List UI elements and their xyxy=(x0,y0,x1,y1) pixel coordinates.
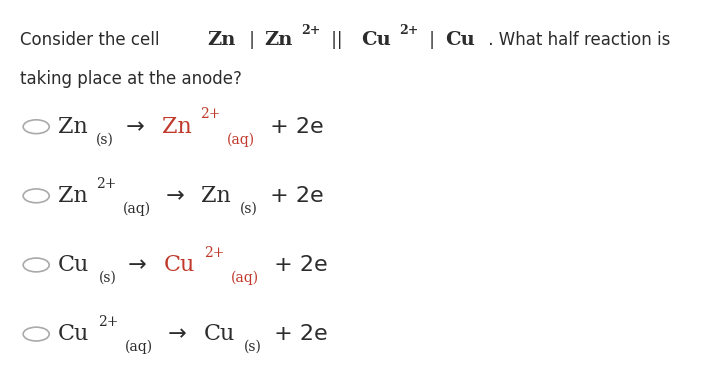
Text: + 2e: + 2e xyxy=(263,186,324,206)
Text: |: | xyxy=(424,31,440,49)
Text: . What half reaction is: . What half reaction is xyxy=(484,31,671,49)
Text: 2+: 2+ xyxy=(301,24,321,37)
Text: 2+: 2+ xyxy=(98,315,119,329)
Text: (s): (s) xyxy=(96,132,114,146)
Text: →: → xyxy=(119,117,152,137)
Text: Cu: Cu xyxy=(58,254,89,276)
Text: (aq): (aq) xyxy=(231,270,258,285)
Text: (aq): (aq) xyxy=(125,339,153,354)
Text: Cu: Cu xyxy=(445,31,475,49)
Text: taking place at the anode?: taking place at the anode? xyxy=(20,70,242,88)
Text: 2+: 2+ xyxy=(200,108,221,121)
Text: |: | xyxy=(244,31,260,49)
Text: 2+: 2+ xyxy=(96,177,117,190)
Text: + 2e: + 2e xyxy=(267,324,327,344)
Text: + 2e: + 2e xyxy=(263,117,324,137)
Text: + 2e: + 2e xyxy=(267,255,327,275)
Text: Zn: Zn xyxy=(264,31,292,49)
Text: Cu: Cu xyxy=(203,323,235,345)
Text: (s): (s) xyxy=(98,271,117,285)
Text: (aq): (aq) xyxy=(227,132,255,147)
Text: (aq): (aq) xyxy=(122,201,151,216)
Text: →: → xyxy=(122,255,154,275)
Text: Cu: Cu xyxy=(58,323,89,345)
Text: Zn: Zn xyxy=(161,116,192,138)
Text: (s): (s) xyxy=(240,202,258,215)
Text: Consider the cell: Consider the cell xyxy=(20,31,165,49)
Text: →: → xyxy=(159,186,192,206)
Text: 2+: 2+ xyxy=(204,246,224,260)
Text: ||: || xyxy=(326,31,353,49)
Text: (s): (s) xyxy=(244,340,262,354)
Text: Zn: Zn xyxy=(207,31,235,49)
Text: Cu: Cu xyxy=(361,31,391,49)
Text: 2+: 2+ xyxy=(400,24,418,37)
Text: Zn: Zn xyxy=(58,116,88,138)
Text: Zn: Zn xyxy=(201,185,231,207)
Text: Zn: Zn xyxy=(58,185,88,207)
Text: Cu: Cu xyxy=(164,254,195,276)
Text: →: → xyxy=(161,324,194,344)
